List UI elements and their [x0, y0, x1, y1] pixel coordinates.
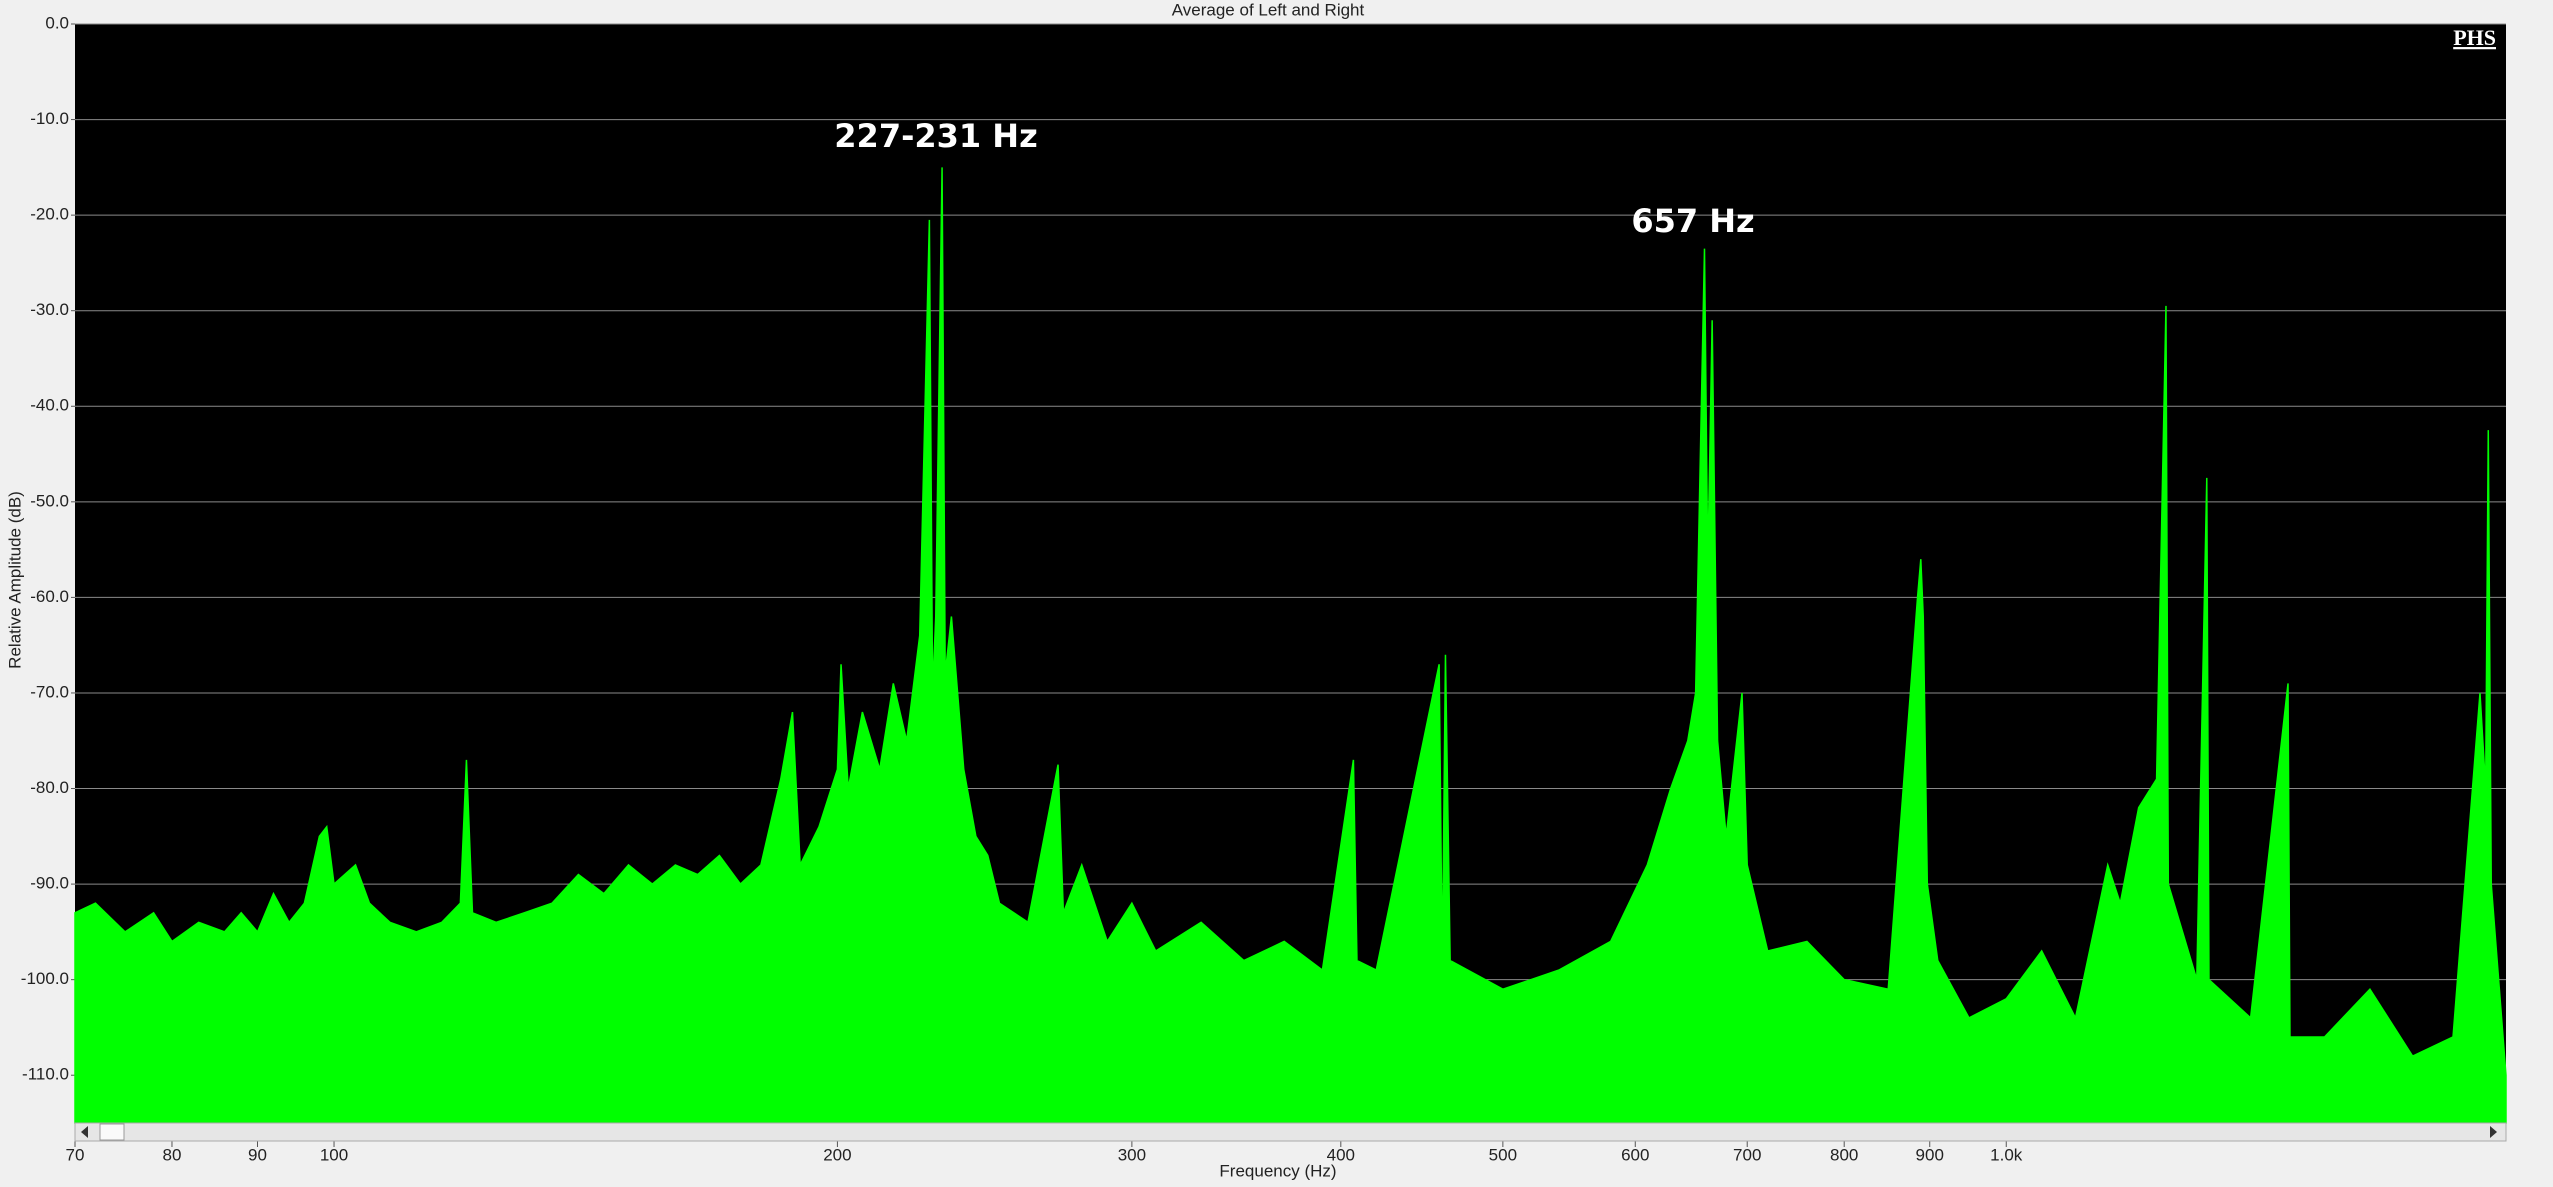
watermark: PHS: [2453, 25, 2496, 50]
spectrum-area: [74, 167, 2507, 1124]
y-tick-label: -100.0: [21, 969, 69, 988]
x-tick-label: 80: [163, 1145, 182, 1164]
x-tick-label: 90: [248, 1145, 267, 1164]
scroll-track[interactable]: [74, 1122, 2507, 1142]
y-tick-label: -60.0: [30, 587, 69, 606]
x-tick-label: 70: [66, 1145, 85, 1164]
x-tick-label: 900: [1916, 1145, 1944, 1164]
scrollbar[interactable]: [74, 1122, 2507, 1142]
chart-title: Average of Left and Right: [1172, 0, 1365, 19]
y-tick-label: -110.0: [22, 1065, 69, 1084]
x-axis-label: Frequency (Hz): [1219, 1161, 1336, 1180]
y-tick-label: -10.0: [30, 109, 69, 128]
y-tick-label: -90.0: [30, 874, 69, 893]
x-tick-label: 1.0k: [1990, 1145, 2023, 1164]
y-tick-label: -40.0: [30, 396, 69, 415]
y-axis-label: Relative Amplitude (dB): [5, 491, 24, 669]
y-tick-label: -70.0: [30, 682, 69, 701]
y-tick-label: -30.0: [30, 300, 69, 319]
scroll-right[interactable]: [2490, 1126, 2497, 1138]
annotation: 657 Hz: [1631, 202, 1754, 240]
y-tick-label: 0.0: [45, 13, 69, 32]
x-tick-label: 600: [1621, 1145, 1649, 1164]
x-tick-label: 500: [1489, 1145, 1517, 1164]
scroll-left[interactable]: [81, 1126, 88, 1138]
x-tick-label: 800: [1830, 1145, 1858, 1164]
annotation: 227-231 Hz: [834, 117, 1037, 155]
x-tick-label: 300: [1118, 1145, 1146, 1164]
y-tick-label: -50.0: [30, 491, 69, 510]
scroll-thumb[interactable]: [99, 1123, 125, 1141]
x-tick-label: 400: [1327, 1145, 1355, 1164]
x-tick-label: 700: [1733, 1145, 1761, 1164]
y-tick-label: -20.0: [30, 205, 69, 224]
y-tick-label: -80.0: [30, 778, 69, 797]
x-tick-label: 100: [320, 1145, 348, 1164]
x-tick-label: 200: [823, 1145, 851, 1164]
